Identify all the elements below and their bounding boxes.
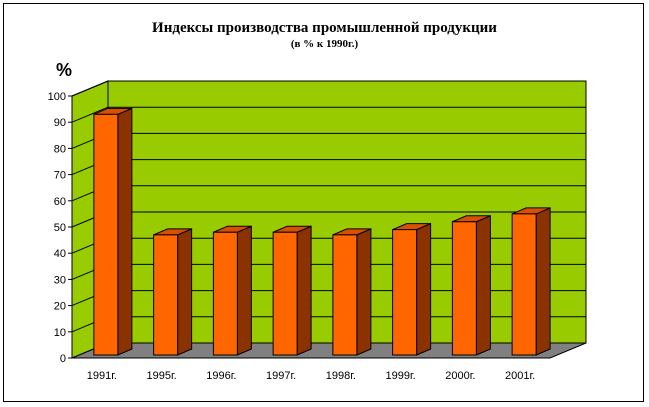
bar-side [356,228,372,356]
bar-side [117,107,133,356]
y-tick-label: 100 [48,91,66,103]
y-tick-label: 40 [54,248,66,260]
bar-side [177,228,193,356]
bar [153,234,179,356]
y-tick-label: 60 [54,196,66,208]
bar [511,213,537,356]
bar-side [296,225,312,356]
y-tick-label: 90 [54,117,66,129]
x-tick-label: 1991г. [87,370,117,382]
bar [451,221,477,356]
bar [272,231,298,356]
x-tick-label: 1995г. [147,370,177,382]
y-tick-label: 80 [54,143,66,155]
x-tick-label: 1997г. [266,370,296,382]
x-tick-label: 2000г. [445,370,475,382]
floor [71,342,587,359]
bar-side [475,215,491,356]
x-tick-label: 1996г. [206,370,236,382]
y-tick-label: 0 [60,353,66,365]
y-axis-label: % [56,60,73,80]
bar-side [535,207,551,356]
y-tick-label: 70 [54,170,66,182]
bar [212,231,238,356]
y-tick-label: 20 [54,301,66,313]
x-tick-label: 1998г. [326,370,356,382]
y-tick-label: 50 [54,222,66,234]
gridline-side [71,106,109,123]
bar-side [236,225,252,356]
y-tick-label: 10 [54,327,66,339]
x-tick-label: 1999г. [386,370,416,382]
x-tick-label: 2001г. [505,370,535,382]
chart-subtitle: (в % к 1990г.) [290,38,359,50]
bar [93,113,119,356]
gridline-side [71,80,109,97]
y-tick-label: 30 [54,274,66,286]
chart-title: Индексы производства промышленной продук… [152,20,497,36]
bar [332,234,358,356]
bar-side [416,222,432,356]
bar [392,229,418,356]
